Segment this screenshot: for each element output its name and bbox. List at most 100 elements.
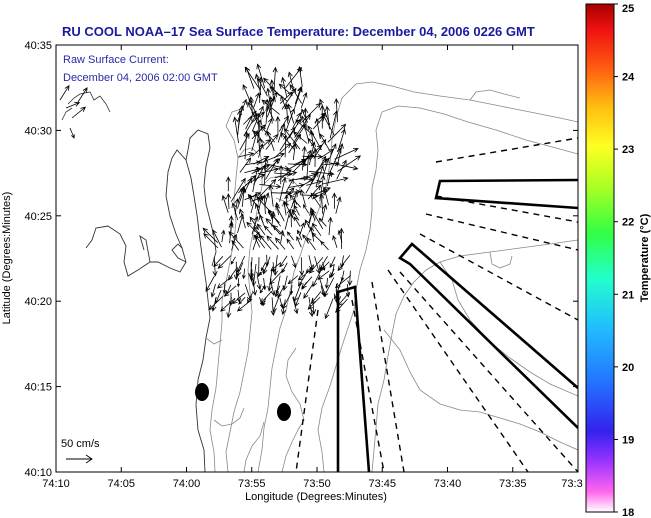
- y-axis: 40:35 40:30 40:25 40:20 40:15 40:10: [24, 40, 578, 479]
- current-vector-arrow: [279, 176, 287, 202]
- colorbar: 25 24 23 22 21 20 19 18 Temperature (°C): [585, 3, 651, 518]
- current-vector-arrow: [242, 268, 246, 280]
- x-tick-label: 73:35: [499, 478, 527, 490]
- x-tick-label: 73:55: [238, 478, 266, 490]
- current-vector-arrow: [230, 177, 246, 202]
- current-vector-arrow: [278, 164, 284, 185]
- current-vector-arrow: [335, 298, 348, 313]
- current-vector-arrow: [205, 275, 215, 293]
- current-vector-arrow: [309, 129, 315, 146]
- current-vector-arrow: [324, 277, 329, 289]
- current-vector-arrow: [286, 238, 295, 250]
- x-tick-label: 73:50: [303, 478, 331, 490]
- colorbar-tick-label: 23: [622, 144, 634, 156]
- current-vector-arrow: [335, 196, 342, 214]
- current-vector-arrow: [299, 257, 305, 277]
- current-vector-arrow: [302, 204, 310, 214]
- current-vector-arrow: [236, 278, 241, 288]
- current-vector-arrow: [337, 155, 362, 172]
- current-vector-arrow: [329, 268, 335, 279]
- current-vector-arrow: [311, 297, 317, 315]
- current-vector-arrow: [337, 255, 351, 272]
- current-vector-arrow: [313, 155, 327, 180]
- current-vector-arrow: [236, 298, 253, 312]
- current-vector-arrow: [336, 143, 344, 167]
- current-vector-arrow: [270, 262, 282, 272]
- current-vector-arrow: [327, 123, 347, 143]
- staten-shore: [61, 91, 111, 121]
- current-vector-arrow: [275, 204, 285, 222]
- plot-frame: [55, 44, 579, 473]
- current-vector-arrow: [264, 98, 270, 124]
- current-vector-arrow: [258, 143, 264, 158]
- colorbar-tick-label: 19: [622, 434, 634, 446]
- current-vector-arrow: [253, 164, 266, 185]
- current-vector-arrow: [264, 192, 270, 207]
- current-vector-arrow: [320, 285, 325, 297]
- current-vector-arrow: [299, 188, 306, 206]
- current-vector-arrow: [220, 297, 236, 312]
- current-vector-arrow: [248, 262, 254, 280]
- current-vector-arrow: [284, 103, 290, 124]
- current-vector-arrow: [258, 76, 264, 103]
- current-vector-arrow: [320, 240, 329, 251]
- current-vector-arrow: [257, 167, 280, 175]
- current-vector-arrow: [259, 285, 266, 294]
- current-vector-arrow: [329, 110, 338, 139]
- current-vector-arrow: [281, 299, 287, 316]
- current-vector-arrow: [311, 209, 324, 230]
- current-vector-arrow: [285, 177, 294, 194]
- current-annotation-line2: December 04, 2006 02:00 GMT: [63, 72, 218, 84]
- current-vector-arrow: [237, 213, 245, 234]
- current-vector-arrow: [329, 256, 336, 269]
- current-vector-arrow: [263, 157, 269, 186]
- current-vector-arrow: [213, 256, 224, 268]
- x-tick-label: 73:3: [561, 478, 582, 490]
- current-vector-arrow: [212, 229, 222, 248]
- current-vector-arrow: [71, 106, 87, 119]
- current-vector-arrow: [291, 208, 300, 221]
- raritan-shore: [139, 234, 187, 263]
- current-vector-arrow: [232, 116, 239, 144]
- current-vector-arrow: [220, 229, 226, 243]
- current-vector-arrow: [305, 154, 311, 178]
- current-vector-arrow: [261, 99, 280, 115]
- current-vector-arrow: [306, 236, 316, 251]
- current-vector-arrow: [318, 217, 327, 227]
- current-vector-arrow: [277, 285, 285, 299]
- current-vector-arrow: [324, 298, 334, 320]
- current-vector-arrow: [231, 239, 240, 251]
- current-vector-arrow: [322, 157, 330, 178]
- current-vector-arrow: [275, 115, 281, 136]
- current-vector-arrow: [285, 66, 302, 89]
- scale-label: 50 cm/s: [61, 438, 100, 450]
- current-vector-arrow: [313, 138, 327, 159]
- current-vector-arrow: [262, 297, 267, 307]
- colorbar-tick-label: 24: [622, 72, 635, 84]
- current-vector-arrow: [259, 214, 266, 228]
- current-vector-arrow: [238, 174, 257, 194]
- current-vector-arrow: [312, 147, 318, 168]
- y-tick-label: 40:25: [24, 211, 52, 223]
- current-vector-arrow: [335, 282, 342, 295]
- current-vector-arrow: [249, 269, 254, 282]
- current-vector-arrow: [236, 255, 246, 273]
- current-vector-arrow: [232, 292, 246, 305]
- current-vector-arrow: [258, 268, 266, 276]
- current-vector-arrow: [267, 105, 275, 122]
- current-vector-arrow: [333, 97, 339, 123]
- current-vector-arrow: [237, 98, 247, 123]
- current-vector-arrow: [322, 186, 329, 206]
- current-vector-arrow: [337, 128, 346, 153]
- current-vector-arrow: [260, 262, 266, 272]
- swath-polygons: [336, 178, 578, 472]
- current-vector-arrow: [322, 262, 326, 272]
- current-vector-arrow: [296, 235, 302, 248]
- current-vector-arrow: [297, 65, 303, 87]
- current-vector-arrow: [245, 115, 253, 130]
- current-vector-arrow: [303, 107, 309, 130]
- y-tick-label: 40:20: [24, 296, 52, 308]
- current-vector-arrow: [265, 133, 279, 150]
- marker-dot: [195, 383, 209, 401]
